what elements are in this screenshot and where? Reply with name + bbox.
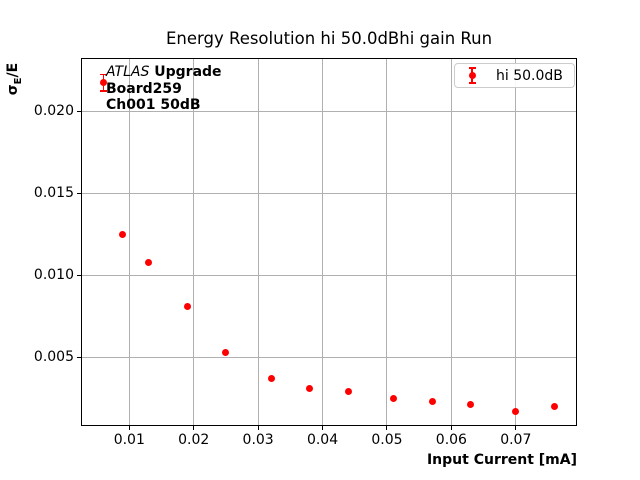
- x-axis-label: Input Current [mA]: [426, 452, 577, 468]
- data-point: [222, 348, 230, 356]
- x-tick-mark: [386, 426, 388, 430]
- x-tick-label: 0.06: [435, 432, 467, 448]
- x-gridline: [515, 58, 517, 426]
- plot-area: [81, 58, 577, 426]
- y-tick-label: 0.015: [33, 185, 74, 202]
- x-tick-mark: [450, 426, 452, 430]
- data-point: [100, 79, 108, 87]
- y-axis-label-sigma: σ: [5, 84, 21, 96]
- data-point: [344, 388, 352, 396]
- data-point: [512, 407, 520, 415]
- x-tick-mark: [193, 426, 195, 430]
- x-tick-label: 0.02: [178, 432, 210, 448]
- data-point: [550, 402, 558, 410]
- data-point: [267, 375, 275, 383]
- y-axis-label: σE/E: [5, 48, 24, 110]
- annotation-line-2: Board259: [106, 80, 182, 97]
- y-gridline: [81, 275, 577, 277]
- x-tick-label: 0.07: [500, 432, 532, 448]
- y-tick-label: 0.005: [33, 348, 74, 365]
- x-gridline: [322, 58, 324, 426]
- y-tick-label: 0.010: [33, 267, 74, 284]
- y-gridline: [81, 193, 577, 195]
- data-point: [119, 231, 127, 239]
- y-gridline: [81, 356, 577, 358]
- data-point: [467, 401, 475, 409]
- y-axis-label-subscript: E: [12, 77, 24, 85]
- data-point: [306, 384, 314, 392]
- data-point: [389, 394, 397, 402]
- x-gridline: [128, 58, 130, 426]
- y-tick-mark: [77, 275, 81, 277]
- x-tick-label: 0.05: [371, 432, 403, 448]
- annotation-upgrade: Upgrade: [149, 64, 222, 80]
- data-point: [145, 258, 153, 266]
- legend: hi 50.0dB: [454, 63, 575, 88]
- annotation-atlas: ATLAS: [106, 64, 150, 80]
- x-gridline: [193, 58, 195, 426]
- x-tick-mark: [128, 426, 130, 430]
- data-point: [428, 397, 436, 405]
- y-axis-label-rest: /E: [5, 62, 21, 78]
- error-bar-cap-bottom: [100, 89, 108, 92]
- data-point: [183, 303, 191, 311]
- y-tick-mark: [77, 193, 81, 195]
- y-tick-mark: [77, 356, 81, 358]
- y-tick-label: 0.020: [33, 103, 74, 120]
- x-gridline: [450, 58, 452, 426]
- y-gridline: [81, 111, 577, 113]
- chart-title: Energy Resolution hi 50.0dBhi gain Run: [165, 29, 493, 48]
- x-tick-mark: [322, 426, 324, 430]
- x-tick-label: 0.03: [242, 432, 274, 448]
- x-tick-label: 0.01: [113, 432, 145, 448]
- x-gridline: [257, 58, 259, 426]
- errorbar-marker-icon: [464, 67, 480, 85]
- legend-label: hi 50.0dB: [496, 67, 563, 84]
- error-bar-cap-top: [100, 73, 108, 76]
- y-tick-mark: [77, 111, 81, 113]
- x-tick-mark: [515, 426, 517, 430]
- annotation-line-3: Ch001 50dB: [106, 97, 201, 113]
- x-tick-label: 0.04: [306, 432, 339, 448]
- x-tick-mark: [257, 426, 259, 430]
- x-gridline: [386, 58, 388, 426]
- annotation-block: ATLAS Upgrade Board259 Ch001 50dB: [106, 64, 222, 114]
- annotation-line-1: ATLAS Upgrade: [106, 64, 222, 81]
